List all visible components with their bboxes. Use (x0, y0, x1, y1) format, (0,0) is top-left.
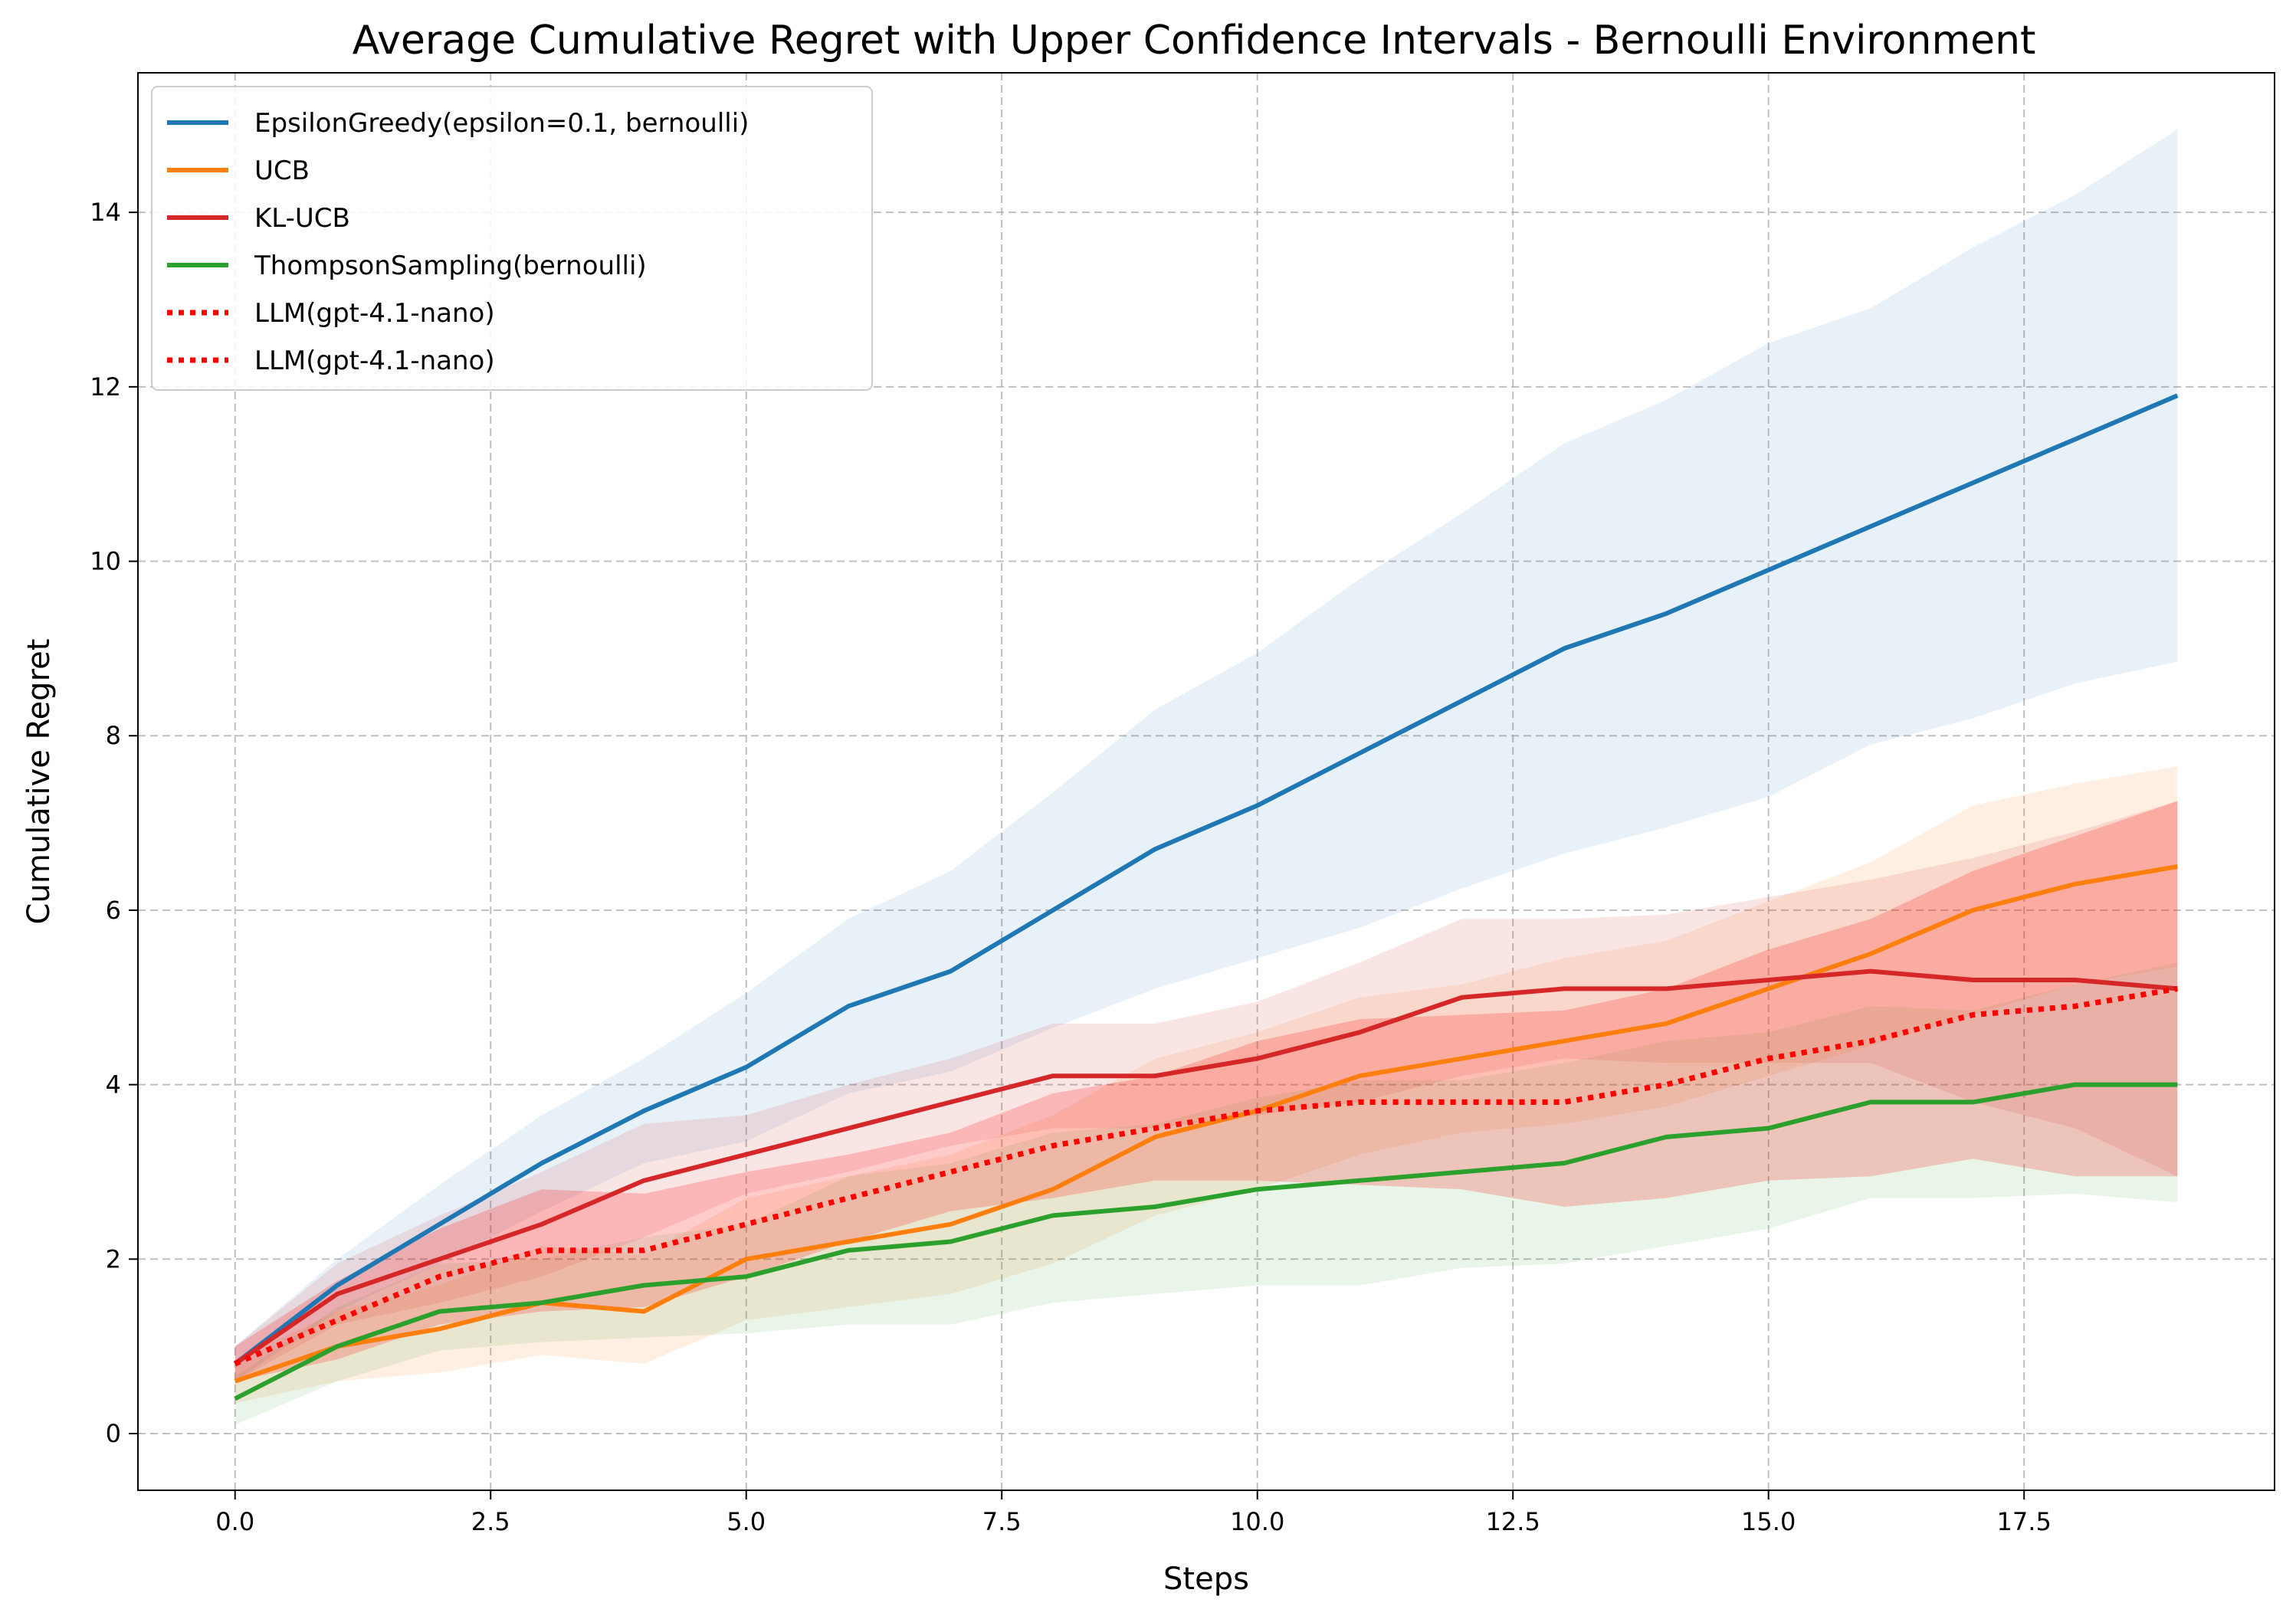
chart-title: Average Cumulative Regret with Upper Con… (353, 18, 2036, 64)
y-tick-label: 8 (106, 721, 121, 750)
plot-frame (137, 72, 2275, 1491)
x-tick-label: 5.0 (727, 1507, 766, 1536)
legend-label-4: LLM(gpt-4.1-nano) (254, 298, 495, 329)
legend-label-3: ThompsonSampling(bernoulli) (254, 251, 647, 281)
y-tick-label: 6 (106, 896, 121, 925)
series-lines (233, 393, 2179, 1401)
x-tick-label: 15.0 (1741, 1507, 1796, 1536)
confidence-bands (235, 129, 2178, 1425)
legend-label-2: KL-UCB (254, 203, 350, 234)
y-tick-label: 4 (106, 1070, 121, 1100)
y-tick-label: 10 (90, 547, 121, 576)
y-tick-label: 12 (90, 372, 121, 401)
y-tick-label: 0 (106, 1419, 121, 1448)
legend: EpsilonGreedy(epsilon=0.1, bernoulli) UCB… (151, 86, 873, 391)
x-tick-label: 2.5 (471, 1507, 510, 1536)
x-axis-label: Steps (1163, 1562, 1249, 1597)
y-tick-label: 14 (90, 198, 121, 227)
legend-label-0: EpsilonGreedy(epsilon=0.1, bernoulli) (254, 108, 749, 139)
series-line-1 (234, 864, 2178, 1384)
x-axis-ticks: 0.0 2.5 5.0 7.5 10.0 12.5 15.0 17.5 (215, 1490, 2052, 1536)
legend-box (151, 86, 873, 391)
x-tick-label: 0.0 (215, 1507, 254, 1536)
x-tick-label: 7.5 (982, 1507, 1022, 1536)
legend-label-1: UCB (254, 156, 310, 186)
confidence-band-2 (235, 801, 2178, 1381)
x-tick-label: 17.5 (1997, 1507, 2052, 1536)
confidence-band-0 (235, 129, 2178, 1381)
y-axis-label: Cumulative Regret (21, 639, 57, 925)
x-tick-label: 10.0 (1230, 1507, 1284, 1536)
confidence-band-1 (235, 766, 2178, 1404)
y-tick-label: 2 (106, 1244, 121, 1273)
x-tick-label: 12.5 (1486, 1507, 1540, 1536)
confidence-band-4 (235, 801, 2178, 1381)
series-line-3 (234, 1082, 2178, 1401)
legend-label-5: LLM(gpt-4.1-nano) (254, 346, 495, 376)
series-line-0 (233, 393, 2179, 1366)
series-line-5 (234, 985, 2178, 1367)
y-axis-ticks: 0 2 4 6 8 10 12 14 (90, 198, 138, 1448)
series-line-2 (234, 968, 2178, 1366)
